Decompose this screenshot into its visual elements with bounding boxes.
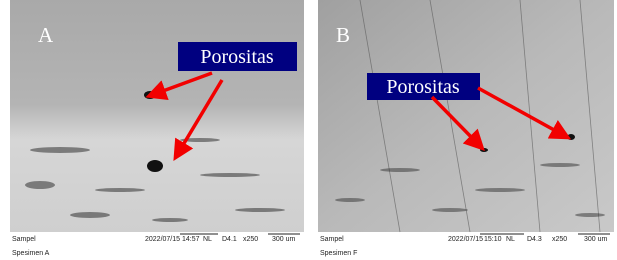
footer-text: NL (506, 236, 515, 243)
panel-b: B Porositas Sampel 2022/07/15 15:10 NL D… (318, 0, 614, 257)
micrograph (318, 0, 614, 232)
micrograph (10, 0, 304, 232)
panel-letter: A (38, 23, 54, 47)
footer-text: Spesimen A (12, 250, 50, 257)
footer-text: Spesimen F (320, 250, 357, 257)
footer-text: NL (203, 236, 212, 243)
figure: A Porositas Sampel 2022/07/15 14:57 NL D… (0, 0, 617, 260)
footer-text: Sampel (320, 236, 344, 243)
footer-text: 300 um (272, 236, 296, 243)
footer-text: x250 (552, 236, 567, 243)
footer-text: 15:10 (484, 236, 502, 243)
pore (480, 148, 488, 152)
footer-text: D4.1 (222, 236, 237, 243)
footer-text: Sampel (12, 236, 36, 243)
footer-text: D4.3 (527, 236, 542, 243)
footer-text: 2022/07/15 (448, 236, 483, 243)
footer-text: 300 um (584, 236, 608, 243)
footer-text: 14:57 (182, 236, 200, 243)
panel-letter: B (336, 23, 350, 47)
pore (147, 160, 163, 172)
panel-a: A Porositas Sampel 2022/07/15 14:57 NL D… (10, 0, 304, 257)
footer-text: 2022/07/15 (145, 236, 180, 243)
callout-label: Porositas (200, 46, 274, 68)
footer-text: x250 (243, 236, 258, 243)
callout-label: Porositas (386, 76, 460, 98)
pore (567, 134, 575, 140)
